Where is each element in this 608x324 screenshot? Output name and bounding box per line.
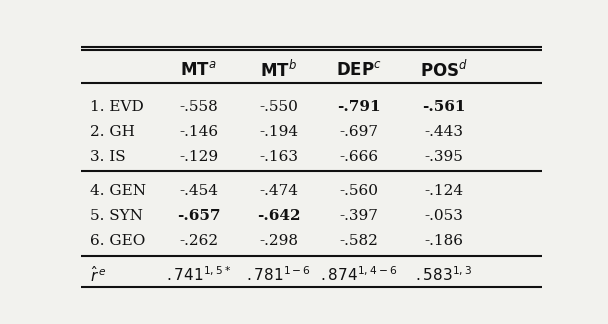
Text: -.443: -.443 xyxy=(424,125,463,139)
Text: -.053: -.053 xyxy=(424,209,463,223)
Text: -.642: -.642 xyxy=(257,209,300,223)
Text: $\mathbf{POS}^{d}$: $\mathbf{POS}^{d}$ xyxy=(420,60,468,81)
Text: -.666: -.666 xyxy=(339,150,378,164)
Text: 5. SYN: 5. SYN xyxy=(90,209,143,223)
Text: 6. GEO: 6. GEO xyxy=(90,234,145,248)
Text: -.146: -.146 xyxy=(179,125,218,139)
Text: 3. IS: 3. IS xyxy=(90,150,126,164)
Text: -.697: -.697 xyxy=(339,125,378,139)
Text: -.657: -.657 xyxy=(177,209,220,223)
Text: -.395: -.395 xyxy=(424,150,463,164)
Text: $\hat{r}^{\,e}$: $\hat{r}^{\,e}$ xyxy=(90,265,106,284)
Text: $\mathbf{MT}^{b}$: $\mathbf{MT}^{b}$ xyxy=(260,60,297,81)
Text: $.583^{1,3}$: $.583^{1,3}$ xyxy=(415,265,472,284)
Text: -.454: -.454 xyxy=(179,184,218,198)
Text: -.163: -.163 xyxy=(259,150,298,164)
Text: -.298: -.298 xyxy=(259,234,298,248)
Text: -.194: -.194 xyxy=(259,125,298,139)
Text: -.129: -.129 xyxy=(179,150,218,164)
Text: -.397: -.397 xyxy=(339,209,378,223)
Text: -.474: -.474 xyxy=(259,184,298,198)
Text: $.781^{1-6}$: $.781^{1-6}$ xyxy=(246,265,311,284)
Text: 2. GH: 2. GH xyxy=(90,125,135,139)
Text: -.558: -.558 xyxy=(179,100,218,114)
Text: -.791: -.791 xyxy=(337,100,381,114)
Text: $\mathbf{MT}^{a}$: $\mathbf{MT}^{a}$ xyxy=(181,61,216,79)
Text: $\mathbf{DEP}^{c}$: $\mathbf{DEP}^{c}$ xyxy=(336,61,382,79)
Text: $.741^{1,5*}$: $.741^{1,5*}$ xyxy=(166,265,231,284)
Text: -.550: -.550 xyxy=(259,100,298,114)
Text: -.186: -.186 xyxy=(424,234,463,248)
Text: -.124: -.124 xyxy=(424,184,463,198)
Text: -.262: -.262 xyxy=(179,234,218,248)
Text: 1. EVD: 1. EVD xyxy=(90,100,144,114)
Text: -.561: -.561 xyxy=(422,100,465,114)
Text: -.582: -.582 xyxy=(339,234,378,248)
Text: 4. GEN: 4. GEN xyxy=(90,184,146,198)
Text: $.874^{1,4-6}$: $.874^{1,4-6}$ xyxy=(320,265,398,284)
Text: -.560: -.560 xyxy=(339,184,378,198)
